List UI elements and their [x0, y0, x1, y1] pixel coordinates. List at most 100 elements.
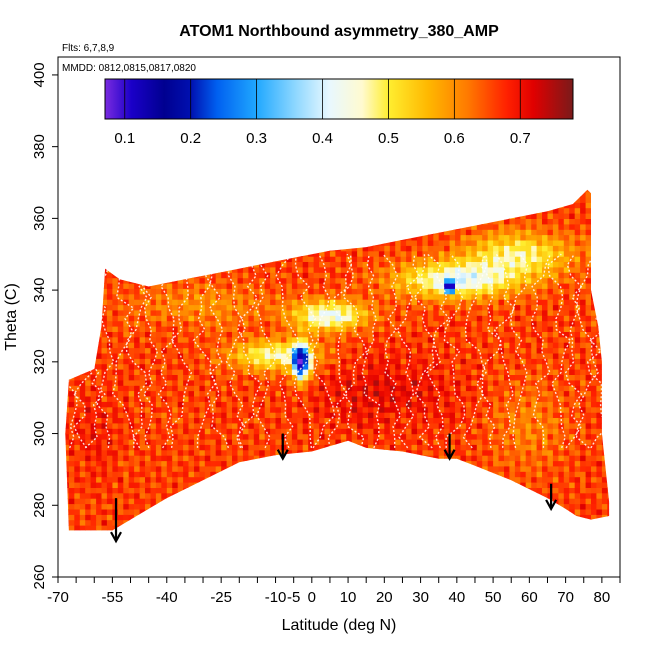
heatmap-cell: [58, 466, 64, 472]
heatmap-cell: [444, 358, 451, 365]
heatmap-cell: [335, 433, 342, 440]
heatmap-cell: [444, 309, 451, 316]
heatmap-cell: [237, 428, 244, 435]
heatmap-cell: [281, 498, 287, 505]
heatmap-cell: [237, 422, 244, 429]
heatmap-cell: [340, 422, 347, 429]
heatmap-cell: [270, 293, 277, 300]
heatmap-cell: [525, 471, 532, 478]
heatmap-cell: [471, 309, 478, 316]
heatmap-cell: [313, 406, 320, 413]
heatmap-cell: [488, 536, 494, 542]
heatmap-cell: [215, 514, 222, 521]
heatmap-cell: [558, 369, 565, 375]
heatmap-cell: [514, 498, 521, 505]
heatmap-cell: [476, 390, 483, 397]
heatmap-cell: [422, 514, 429, 521]
heatmap-cell: [117, 433, 124, 440]
heatmap-cell: [465, 519, 472, 526]
heatmap-cell: [427, 342, 434, 349]
heatmap-cell: [471, 363, 478, 370]
heatmap-cell: [520, 519, 527, 526]
heatmap-cell: [487, 455, 494, 462]
heatmap-cell: [465, 347, 472, 354]
heatmap-cell: [204, 476, 211, 483]
heatmap-cell: [601, 519, 608, 526]
heatmap-cell: [536, 406, 543, 413]
heatmap-cell: [194, 503, 200, 510]
heatmap-cell: [373, 422, 380, 429]
heatmap-cell: [346, 449, 353, 456]
heatmap-cell: [134, 487, 141, 494]
heatmap-cell: [422, 498, 429, 505]
heatmap-cell: [406, 347, 413, 354]
heatmap-cell: [291, 342, 298, 349]
heatmap-cell: [471, 449, 478, 456]
heatmap-cell: [504, 288, 510, 295]
heatmap-cell: [427, 363, 434, 370]
heatmap-cell: [129, 536, 135, 542]
heatmap-cell: [276, 536, 282, 542]
heatmap-cell: [204, 293, 211, 300]
heatmap-cell: [237, 326, 244, 332]
heatmap-cell: [286, 465, 293, 472]
heatmap-cell: [351, 309, 358, 316]
heatmap-cell: [525, 288, 532, 295]
heatmap-cell: [134, 363, 141, 370]
heatmap-cell: [357, 444, 364, 451]
heatmap-cell: [134, 277, 141, 284]
heatmap-cell: [591, 503, 597, 510]
heatmap-cell: [96, 315, 103, 322]
heatmap-cell: [340, 363, 347, 370]
heatmap-cell: [221, 471, 228, 478]
heatmap-cell: [455, 363, 461, 370]
heatmap-cell: [601, 438, 608, 445]
heatmap-cell: [68, 342, 75, 349]
heatmap-cell: [552, 352, 559, 359]
heatmap-cell: [601, 342, 608, 349]
heatmap-cell: [183, 514, 190, 521]
heatmap-cell: [455, 514, 461, 521]
heatmap-cell: [476, 514, 483, 521]
heatmap-cell: [455, 336, 461, 343]
heatmap-cell: [58, 369, 64, 375]
heatmap-cell: [373, 385, 380, 392]
heatmap-cell: [563, 342, 570, 349]
heatmap-cell: [259, 342, 266, 349]
heatmap-cell: [96, 385, 103, 392]
heatmap-cell: [547, 401, 554, 408]
heatmap-cell: [514, 320, 521, 327]
heatmap-cell: [504, 352, 510, 359]
heatmap-cell: [275, 342, 282, 349]
heatmap-cell: [172, 331, 179, 338]
heatmap-cell: [389, 299, 396, 306]
heatmap-cell: [123, 288, 130, 295]
heatmap-cell: [166, 282, 173, 289]
heatmap-cell: [232, 299, 238, 306]
heatmap-cell: [563, 422, 570, 429]
heatmap-cell: [580, 299, 587, 306]
heatmap-cell: [406, 422, 413, 429]
heatmap-cell: [449, 476, 456, 483]
heatmap-cell: [210, 326, 217, 332]
heatmap-cell: [194, 342, 200, 349]
heatmap-cell: [188, 492, 195, 499]
heatmap-cell: [444, 385, 451, 392]
heatmap-cell: [302, 352, 309, 359]
heatmap-cell: [313, 309, 320, 316]
heatmap-cell: [552, 293, 559, 300]
heatmap-cell: [302, 282, 309, 289]
heatmap-cell: [172, 455, 179, 462]
heatmap-cell: [183, 465, 190, 472]
heatmap-cell: [188, 433, 195, 440]
heatmap-cell: [378, 347, 385, 354]
heatmap-cell: [117, 444, 124, 451]
heatmap-cell: [476, 487, 483, 494]
heatmap-cell: [286, 476, 293, 483]
heatmap-cell: [433, 514, 440, 521]
heatmap-cell: [313, 282, 320, 289]
heatmap-cell: [607, 514, 610, 521]
heatmap-cell: [308, 465, 315, 472]
heatmap-cell: [362, 363, 369, 370]
heatmap-cell: [569, 482, 576, 488]
